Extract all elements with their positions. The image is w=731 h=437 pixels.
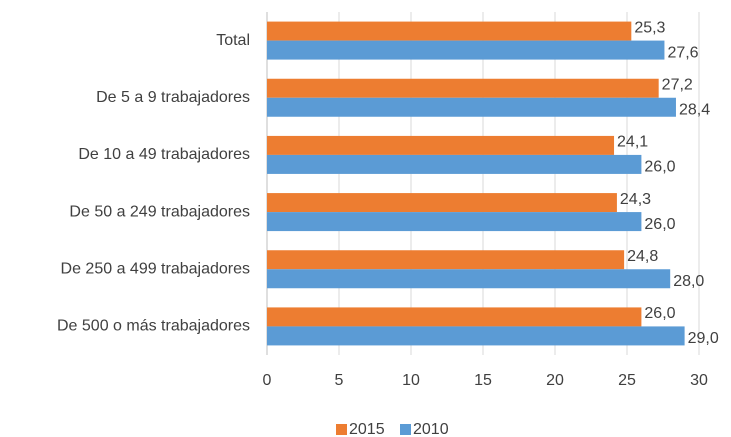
value-label: 28,0 xyxy=(673,273,704,290)
bar xyxy=(267,40,665,60)
bar xyxy=(267,154,642,174)
legend-swatch xyxy=(336,424,347,435)
bar xyxy=(267,97,676,117)
value-label: 24,1 xyxy=(617,134,648,151)
legend-label: 2015 xyxy=(349,421,385,437)
y-tick-label: De 5 a 9 trabajadores xyxy=(96,89,250,106)
legend-swatch xyxy=(400,424,411,435)
bar xyxy=(267,250,625,270)
bar xyxy=(267,212,642,232)
bar xyxy=(267,135,615,155)
bar xyxy=(267,326,685,346)
y-tick-label: De 10 a 49 trabajadores xyxy=(78,146,250,163)
x-tick-label: 15 xyxy=(474,372,492,389)
bar xyxy=(267,269,671,289)
legend-label: 2010 xyxy=(413,421,449,437)
y-tick-label: De 500 o más trabajadores xyxy=(57,318,250,335)
x-tick-label: 10 xyxy=(402,372,420,389)
value-label: 28,4 xyxy=(679,101,710,118)
y-tick-label: De 250 a 499 trabajadores xyxy=(61,260,250,277)
bar xyxy=(267,21,632,41)
value-label: 26,0 xyxy=(644,216,675,233)
y-tick-label: Total xyxy=(216,32,250,49)
x-tick-label: 0 xyxy=(263,372,272,389)
bar xyxy=(267,193,617,213)
value-label: 25,3 xyxy=(634,19,665,36)
value-label: 26,0 xyxy=(644,305,675,322)
x-tick-label: 25 xyxy=(618,372,636,389)
x-tick-label: 20 xyxy=(546,372,564,389)
value-label: 24,3 xyxy=(620,191,651,208)
value-label: 27,2 xyxy=(662,76,693,93)
x-tick-label: 5 xyxy=(335,372,344,389)
value-label: 26,0 xyxy=(644,159,675,176)
bar xyxy=(267,78,659,98)
x-tick-label: 30 xyxy=(690,372,708,389)
bar xyxy=(267,307,642,327)
y-tick-label: De 50 a 249 trabajadores xyxy=(69,203,250,220)
value-label: 29,0 xyxy=(688,330,719,347)
value-label: 27,6 xyxy=(667,44,698,61)
value-label: 24,8 xyxy=(627,248,658,265)
